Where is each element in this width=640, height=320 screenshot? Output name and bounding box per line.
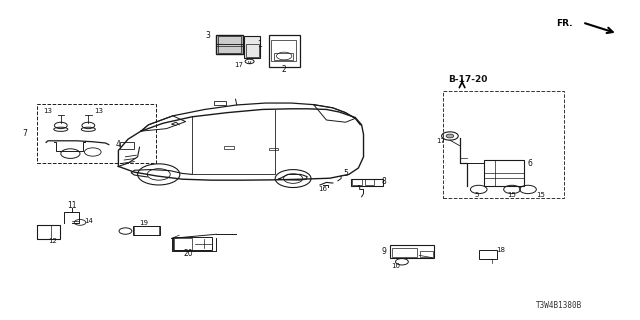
Text: 14: 14 — [84, 218, 93, 224]
Text: 8: 8 — [381, 177, 387, 186]
Text: T3W4B1380B: T3W4B1380B — [536, 301, 582, 310]
Bar — [216, 35, 243, 54]
Text: 15: 15 — [536, 192, 545, 197]
Text: 13: 13 — [95, 108, 104, 114]
Text: 2: 2 — [282, 65, 287, 74]
Text: 5: 5 — [475, 192, 479, 197]
Bar — [484, 160, 524, 186]
Bar — [420, 251, 433, 257]
Text: 12: 12 — [49, 238, 58, 244]
Bar — [174, 238, 192, 250]
Text: 10: 10 — [391, 263, 400, 269]
Text: 4: 4 — [116, 140, 121, 149]
Circle shape — [446, 134, 454, 138]
Text: 1: 1 — [257, 40, 262, 49]
Bar — [244, 36, 260, 58]
Bar — [443, 91, 564, 198]
Text: 16: 16 — [319, 186, 328, 192]
Bar — [274, 53, 293, 60]
Bar — [120, 142, 134, 149]
Bar — [390, 245, 434, 258]
Bar — [218, 36, 241, 53]
Text: B-17-20: B-17-20 — [448, 76, 488, 84]
Bar — [352, 179, 362, 185]
Bar — [214, 101, 226, 105]
Text: 19: 19 — [140, 220, 148, 226]
Text: 20: 20 — [184, 249, 194, 258]
Text: 17: 17 — [234, 62, 243, 68]
Text: 11: 11 — [67, 201, 76, 210]
Bar — [37, 225, 60, 239]
Text: 5: 5 — [343, 169, 348, 178]
Bar — [271, 40, 296, 61]
Bar — [392, 248, 417, 257]
Bar — [351, 179, 383, 186]
Bar — [365, 179, 374, 185]
Text: 7: 7 — [22, 129, 27, 138]
Text: FR.: FR. — [556, 19, 573, 28]
Bar — [269, 148, 278, 150]
Text: 3: 3 — [205, 31, 211, 40]
Text: 18: 18 — [496, 247, 505, 253]
Bar — [269, 35, 300, 67]
Bar — [133, 226, 160, 235]
Bar — [479, 250, 497, 259]
Bar — [37, 225, 51, 239]
Bar — [246, 44, 259, 57]
Bar — [37, 104, 156, 163]
Bar — [134, 226, 159, 235]
Text: 9: 9 — [381, 247, 387, 256]
Text: 17: 17 — [436, 139, 445, 144]
Bar — [224, 146, 234, 149]
Text: 6: 6 — [527, 159, 532, 168]
Bar — [173, 237, 212, 250]
Text: 15: 15 — [508, 192, 516, 197]
Text: 13: 13 — [44, 108, 52, 114]
